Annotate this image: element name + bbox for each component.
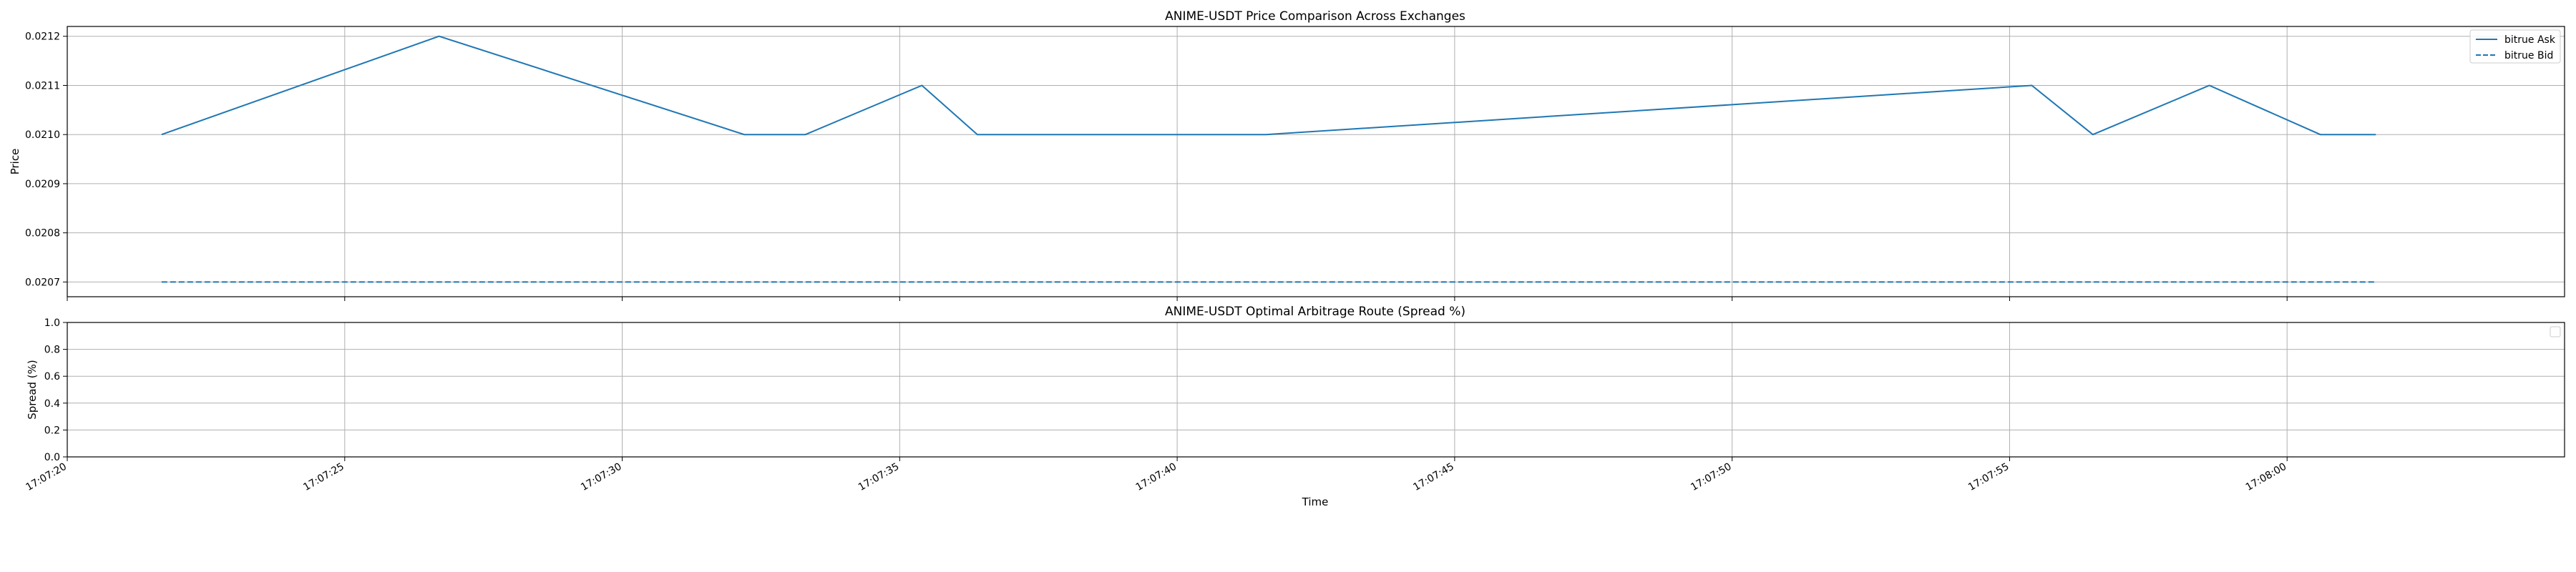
- series-line-bitrue-ask: [161, 35, 2376, 136]
- spread-y-tick-label: 0.6: [44, 371, 60, 383]
- x-tick-label: 17:07:55: [1966, 461, 2011, 493]
- spread-y-tick-label: 0.8: [44, 345, 60, 356]
- spread-y-ticks: 0.0 0.2 0.4 0.6 0.8 1.0: [44, 317, 67, 463]
- price-legend: bitrue Ask bitrue Bid: [2469, 29, 2561, 64]
- price-y-tick-label: 0.0209: [25, 179, 60, 190]
- price-y-tick-label: 0.0208: [25, 228, 60, 240]
- price-y-tick-label: 0.0211: [25, 80, 60, 92]
- x-tick-label: 17:07:20: [24, 461, 69, 493]
- price-axes-frame: [67, 26, 2565, 297]
- spread-y-tick-label: 0.0: [44, 452, 60, 463]
- x-tick-label: 17:07:25: [301, 461, 346, 493]
- price-y-tick-label: 0.0207: [25, 277, 60, 288]
- spread-y-axis-label: Spread (%): [26, 360, 39, 420]
- legend-label-bitrue-bid: bitrue Bid: [2504, 50, 2553, 61]
- price-grid: [67, 26, 2565, 297]
- price-y-axis-label: Price: [9, 149, 21, 175]
- price-chart-title: ANIME-USDT Price Comparison Across Excha…: [1165, 9, 1465, 24]
- spread-y-tick-label: 0.2: [44, 425, 60, 436]
- price-y-ticks: 0.0207 0.0208 0.0209 0.0210 0.0211 0.0212: [25, 31, 67, 288]
- time-x-axis-label: Time: [1302, 495, 1329, 508]
- spread-axes-frame: [67, 322, 2565, 458]
- spread-y-tick-label: 1.0: [44, 317, 60, 329]
- price-y-tick-label: 0.0210: [25, 129, 60, 141]
- x-tick-label: 17:07:30: [579, 461, 623, 493]
- spread-chart-title: ANIME-USDT Optimal Arbitrage Route (Spre…: [1165, 305, 1465, 319]
- spread-panel: ANIME-USDT Optimal Arbitrage Route (Spre…: [24, 305, 2565, 508]
- x-tick-label: 17:07:40: [1134, 461, 1179, 493]
- x-tick-label: 17:07:35: [857, 461, 901, 493]
- price-panel: ANIME-USDT Price Comparison Across Excha…: [9, 9, 2565, 301]
- price-y-tick-label: 0.0212: [25, 31, 60, 43]
- price-series: [161, 35, 2376, 283]
- x-tick-label: 17:08:00: [2244, 461, 2288, 493]
- price-x-ticks: [67, 297, 2288, 301]
- x-tick-label: 17:07:45: [1411, 461, 1455, 493]
- legend-label-bitrue-ask: bitrue Ask: [2504, 34, 2556, 46]
- spread-y-tick-label: 0.4: [44, 398, 60, 410]
- spread-grid: [67, 322, 2565, 458]
- spread-legend-box: [2550, 326, 2561, 337]
- spread-x-ticks: 17:07:20 17:07:25 17:07:30 17:07:35 17:07:40…: [24, 457, 2288, 493]
- x-tick-label: 17:07:50: [1689, 461, 1733, 493]
